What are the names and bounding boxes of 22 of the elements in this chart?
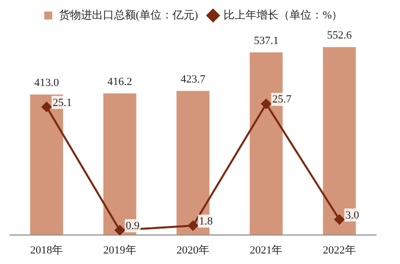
point (334, 214, 344, 225)
x-tick-label: 2021年 (250, 244, 283, 256)
data-label: 423.7 (180, 73, 206, 86)
point (188, 220, 198, 231)
data-label: 413.0 (34, 76, 60, 89)
data-label: 416.2 (107, 76, 132, 88)
point (261, 98, 272, 109)
data-label: 552.6 (327, 29, 352, 42)
data-label: 1.8 (199, 216, 214, 228)
x-tick-label: 2022年 (322, 244, 356, 256)
legend-label: 货物进出口总额(单位：亿元) (58, 8, 198, 22)
point (114, 225, 125, 236)
x-tick-label: 2019年 (103, 244, 136, 256)
data-label: 537.1 (254, 34, 279, 47)
data-label: 0.9 (126, 220, 140, 232)
legend-label: 比上年增长（单位：%） (224, 8, 343, 22)
point (42, 102, 52, 112)
x-tick-label: 2018年 (30, 244, 64, 256)
data-label: 25.1 (52, 96, 72, 109)
data-label: 3.0 (345, 209, 360, 222)
x-tick-label: 2020年 (176, 244, 210, 256)
data-label: 25.7 (272, 94, 292, 106)
